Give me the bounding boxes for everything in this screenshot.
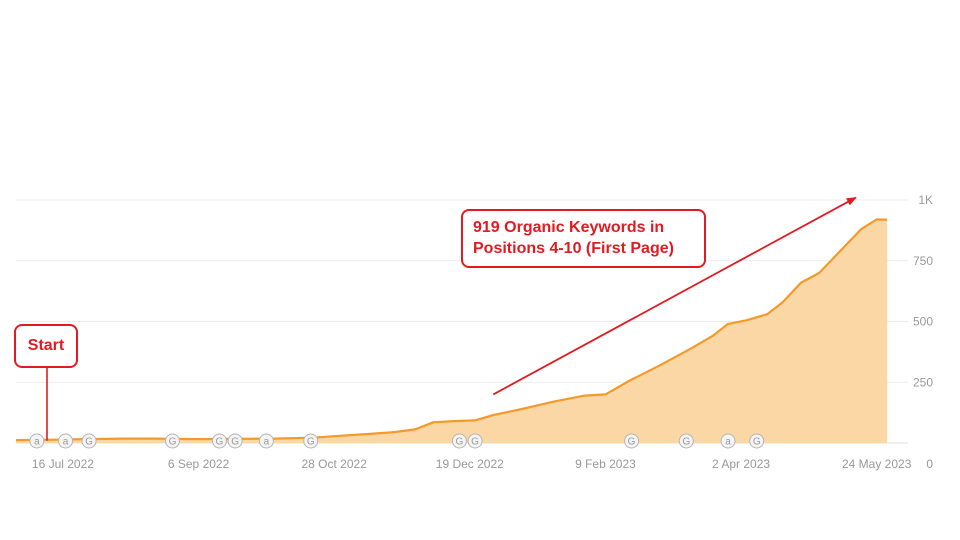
event-marker-circle [467, 433, 483, 449]
google-update-marker: G [749, 433, 765, 449]
x-tick-label: 2 Apr 2023 [712, 457, 770, 471]
series-area [16, 219, 888, 443]
x-tick-label: 9 Feb 2023 [575, 457, 636, 471]
x-tick-label: 16 Jul 2022 [32, 457, 94, 471]
ahrefs-update-marker: a [58, 433, 74, 449]
y-tick-label: 750 [913, 254, 933, 268]
event-marker-label: G [85, 437, 93, 448]
y-tick-label: 500 [913, 315, 933, 329]
growth-arrow [492, 196, 857, 396]
y-tick-label: 250 [913, 375, 933, 389]
google-update-marker: G [81, 433, 97, 449]
event-marker-label: G [628, 437, 636, 448]
event-marker-label: a [264, 437, 270, 448]
event-marker-circle [749, 433, 765, 449]
ahrefs-update-marker: a [258, 433, 274, 449]
google-update-marker: G [451, 433, 467, 449]
google-update-marker: G [227, 433, 243, 449]
event-marker-circle [720, 433, 736, 449]
start-callout: Start [14, 324, 78, 368]
google-update-marker: G [467, 433, 483, 449]
x-tick-label: 24 May 2023 [842, 457, 912, 471]
event-marker-label: a [34, 437, 40, 448]
event-marker-label: a [63, 437, 69, 448]
keywords-callout: 919 Organic Keywords in Positions 4-10 (… [461, 209, 706, 268]
google-update-marker: G [164, 433, 180, 449]
event-marker-circle [624, 433, 640, 449]
event-marker-circle [227, 433, 243, 449]
google-update-marker: G [303, 433, 319, 449]
x-tick-label: 28 Oct 2022 [302, 457, 368, 471]
event-marker-label: G [307, 437, 315, 448]
event-marker-circle [164, 433, 180, 449]
event-marker-circle [211, 433, 227, 449]
ahrefs-update-marker: a [29, 433, 45, 449]
event-marker-label: G [456, 437, 464, 448]
event-marker-label: G [682, 437, 690, 448]
event-marker-label: G [216, 437, 224, 448]
ahrefs-update-marker: a [720, 433, 736, 449]
y-tick-label: 1K [918, 193, 933, 207]
event-marker-circle [451, 433, 467, 449]
event-marker-label: G [231, 437, 239, 448]
event-marker-circle [303, 433, 319, 449]
event-marker-label: G [169, 437, 177, 448]
event-marker-label: G [471, 437, 479, 448]
google-update-marker: G [678, 433, 694, 449]
event-marker-circle [81, 433, 97, 449]
event-marker-circle [258, 433, 274, 449]
event-marker-circle [678, 433, 694, 449]
x-tick-label: 6 Sep 2022 [168, 457, 230, 471]
event-marker-circle [29, 433, 45, 449]
x-tick-label: 19 Dec 2022 [436, 457, 504, 471]
google-update-marker: G [624, 433, 640, 449]
event-marker-circle [58, 433, 74, 449]
y-tick-label: 0 [926, 457, 933, 471]
google-update-marker: G [211, 433, 227, 449]
event-marker-label: a [725, 437, 731, 448]
event-marker-label: G [753, 437, 761, 448]
